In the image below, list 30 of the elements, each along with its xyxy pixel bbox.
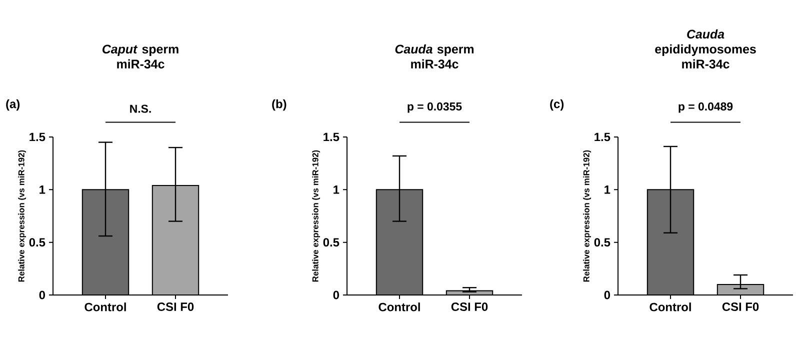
text: (c) <box>550 99 564 111</box>
y-axis-title: Relative expression (vs miR-192) <box>312 150 320 282</box>
x-tick-label: Control <box>650 302 691 312</box>
y-tick-label: 1 <box>334 186 340 194</box>
text: (a) <box>6 99 20 111</box>
x-tick-label: CSI F0 <box>722 302 759 311</box>
x-tick-label: Control <box>84 302 126 312</box>
y-tick-label: 0.5 <box>594 238 610 247</box>
y-tick-label: 1.5 <box>324 132 340 142</box>
text: N.S. <box>130 104 151 113</box>
y-tick-label: 1.5 <box>30 132 46 142</box>
y-tick-label: 0 <box>604 290 610 300</box>
chart-title: Caput sperm miR-34c <box>102 44 178 68</box>
y-tick-label: 0 <box>333 290 339 300</box>
x-tick-label: CSI F0 <box>157 302 194 311</box>
y-axis-title: Relative expression (vs miR-192) <box>583 150 592 282</box>
y-axis-title: Relative expression (vs miR-192) <box>18 150 26 282</box>
x-tick-label: Control <box>378 302 420 312</box>
y-tick-label: 0.5 <box>29 238 46 247</box>
y-tick-label: 0 <box>39 290 45 300</box>
x-tick-label: CSI F0 <box>451 302 488 311</box>
y-tick-label: 1 <box>604 186 610 194</box>
chart-title: Cauda epididymosomes miR-34c <box>655 29 756 68</box>
y-tick-label: 1 <box>40 186 46 194</box>
text: (b) <box>272 99 286 111</box>
text: p = 0.0489 <box>678 102 733 113</box>
text: p = 0.0355 <box>408 102 462 113</box>
y-tick-label: 1.5 <box>594 132 610 142</box>
y-tick-label: 0.5 <box>323 238 340 247</box>
chart-title: Cauda sperm miR-34c <box>395 44 474 68</box>
